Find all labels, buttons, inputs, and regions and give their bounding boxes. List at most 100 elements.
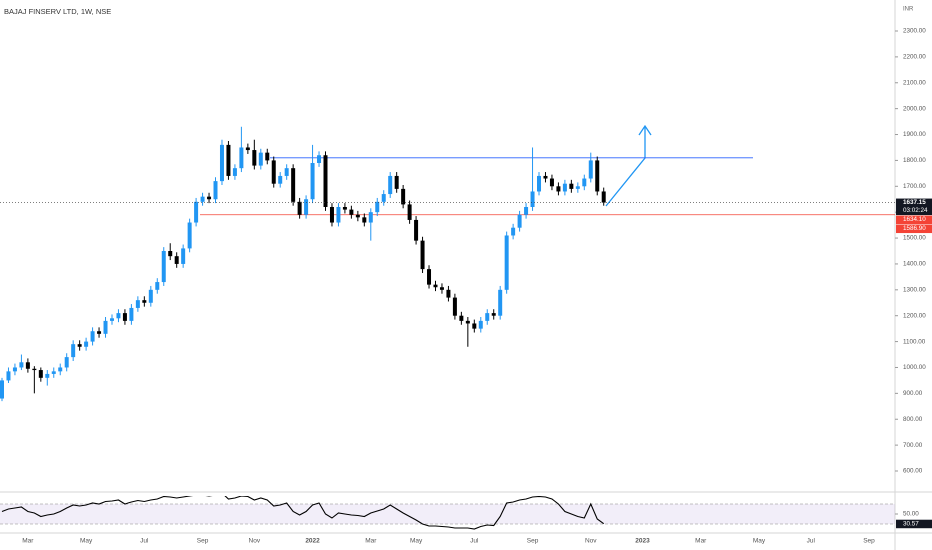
candle-body <box>58 367 63 372</box>
y-tick-label: 2300.00 <box>903 28 926 35</box>
price-label: 1586.90 <box>903 225 926 232</box>
candle-body <box>381 194 386 202</box>
candle-body <box>595 160 600 192</box>
x-tick-label: May <box>410 538 423 545</box>
chart-title: BAJAJ FINSERV LTD, 1W, NSE <box>4 7 111 16</box>
price-pane <box>0 126 895 402</box>
candle-body <box>401 188 406 205</box>
candle-body <box>77 344 82 347</box>
x-tick-label: Jul <box>470 538 479 545</box>
candle-body <box>329 207 334 223</box>
candle-body <box>556 186 561 192</box>
candle-body <box>524 207 529 215</box>
x-tick-label: Mar <box>365 538 377 545</box>
x-tick-label: May <box>753 538 766 545</box>
x-tick-label: Sep <box>197 538 209 545</box>
candle-body <box>0 380 4 399</box>
candle-body <box>168 251 173 257</box>
candle-body <box>420 240 425 270</box>
candle-body <box>498 289 503 316</box>
candle-body <box>349 209 354 215</box>
candle-body <box>142 300 147 303</box>
candle-body <box>12 367 17 372</box>
candle-body <box>504 235 509 290</box>
y-tick-label: 1800.00 <box>903 157 926 164</box>
indicator-line <box>1 496 605 530</box>
y-tick-label: 1100.00 <box>903 338 926 345</box>
candle-body <box>90 331 95 342</box>
candle-body <box>219 144 224 182</box>
candle-body <box>265 152 270 161</box>
x-tick-label: Mar <box>695 538 707 545</box>
candle-body <box>38 370 43 378</box>
candle-body <box>51 371 56 374</box>
candle-body <box>187 222 192 249</box>
candle-body <box>213 181 218 200</box>
candle-body <box>336 207 341 223</box>
candle-body <box>472 323 477 329</box>
candle-body <box>116 313 121 319</box>
candle-body <box>239 147 244 169</box>
candle-body <box>375 201 380 213</box>
price-label: 1634.10 <box>903 216 926 223</box>
candle-body <box>362 217 367 223</box>
candle-body <box>342 207 347 210</box>
y-tick-label: 800.00 <box>903 416 923 423</box>
candle-body <box>562 183 567 192</box>
candle-body <box>135 300 140 308</box>
candle-body <box>174 256 179 264</box>
candle-body <box>414 219 419 241</box>
candle-body <box>407 204 412 220</box>
candle-body <box>588 160 593 179</box>
candle-body <box>433 284 438 288</box>
x-tick-label: 2022 <box>305 538 320 545</box>
candle-body <box>207 196 212 200</box>
candle-body <box>6 371 11 381</box>
y-tick-label: 50.00 <box>903 511 919 518</box>
candle-body <box>465 320 470 324</box>
candle-body <box>517 214 522 228</box>
candle-body <box>148 289 153 303</box>
candle-body <box>200 196 205 202</box>
indicator-pane <box>0 496 895 530</box>
candle-body <box>297 201 302 215</box>
x-tick-label: May <box>80 538 93 545</box>
y-tick-label: 2200.00 <box>903 54 926 61</box>
candle-body <box>543 175 548 179</box>
y-tick-label: 1200.00 <box>903 312 926 319</box>
last-price-box <box>896 198 932 216</box>
y-tick-label: 2000.00 <box>903 105 926 112</box>
candle-body <box>232 168 237 176</box>
candle-body <box>155 282 160 290</box>
candle-body <box>485 313 490 321</box>
candle-body <box>446 289 451 298</box>
candle-body <box>323 155 328 207</box>
x-tick-label: Sep <box>527 538 539 545</box>
x-tick-label: 2023 <box>635 538 650 545</box>
candle-body <box>258 152 263 166</box>
candle-body <box>103 320 108 334</box>
candle-body <box>304 199 309 215</box>
x-tick-label: Sep <box>863 538 875 545</box>
candle-body <box>530 191 535 207</box>
candle-body <box>537 175 542 192</box>
last-price-label: 1637.15 <box>903 199 926 206</box>
candle-body <box>452 297 457 316</box>
candle-body <box>45 373 50 378</box>
y-tick-label: 600.00 <box>903 468 923 475</box>
candle-body <box>32 368 37 371</box>
candle-body <box>317 155 322 163</box>
indicator-last-label: 30.57 <box>903 520 919 527</box>
indicator-last-box <box>896 519 932 529</box>
candle-body <box>569 183 574 189</box>
candle-body <box>291 168 296 202</box>
candle-body <box>245 147 250 151</box>
y-tick-label: 1900.00 <box>903 131 926 138</box>
candle-body <box>478 320 483 329</box>
candle-body <box>161 251 166 283</box>
candle-body <box>25 362 30 369</box>
y-tick-label: 900.00 <box>903 390 923 397</box>
candle-body <box>84 341 89 347</box>
